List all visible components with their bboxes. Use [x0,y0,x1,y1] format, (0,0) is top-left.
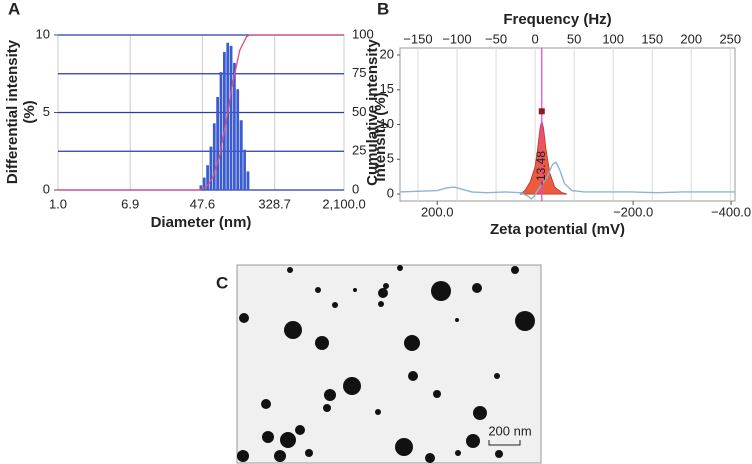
y-tick-label: 5 [43,104,50,119]
cumulative-line [58,34,344,191]
y2-tick-label: 0 [352,181,359,196]
y-axis-label: Intensity (%) [372,92,389,181]
y-tick-label: 5 [387,151,394,166]
x-tick-label: 328.7 [258,196,291,211]
y2-tick-label: 75 [352,65,366,80]
x-tick-label: 6.9 [121,196,139,211]
y-tick-label: 15 [380,81,394,96]
x-tick-label: 2,100.0 [322,196,365,211]
panel-label: B [377,0,389,18]
bar [243,149,246,190]
panel-label: A [8,0,20,18]
peak-area [519,120,568,195]
y2-tick-label: 100 [352,26,374,41]
x-axis-label: Diameter (nm) [151,214,252,231]
bar [239,120,243,190]
y2-axis-label: Cumulative intensity [364,38,381,185]
bar [246,171,250,190]
bar [199,185,203,190]
bar [219,72,223,190]
y-tick-label: 10 [380,116,394,131]
y-tick-label: 20 [380,46,394,61]
bar [222,52,226,190]
bar [212,123,216,190]
bar [202,177,206,190]
plot-frame [399,47,736,202]
x-axis-label: Zeta potential (mV) [490,221,625,238]
panel-label: C [216,273,228,292]
tem-image [236,264,542,464]
x2-tick-label: −100 [442,31,471,46]
x2-tick-label: 100 [602,31,624,46]
x2-tick-label: 150 [641,31,663,46]
y2-tick-label: 25 [352,143,366,158]
x2-tick-label: 200 [680,31,702,46]
x-tick-label: −400.0 [711,204,751,219]
bar [233,62,236,190]
bar [209,146,213,190]
x-tick-label: 200.0 [421,204,454,219]
x-tick-label: −200.0 [613,204,653,219]
y-axis-label: Differential intensity (%) [4,39,38,185]
y2-tick-label: 50 [352,104,366,119]
bar [226,42,230,190]
bar [236,89,240,190]
y-tick-label: 0 [387,185,394,200]
y-tick-label: 0 [43,181,50,196]
x2-tick-label: −150 [403,31,432,46]
x2-tick-label: 250 [719,31,741,46]
x2-tick-label: 50 [567,31,581,46]
scale-bar-label: 200 nm [488,423,531,438]
x2-tick-label: −50 [485,31,507,46]
mean-label: -13.48 [534,151,548,185]
x2-tick-label: 0 [531,31,538,46]
bar [206,165,209,190]
x-tick-label: 1.0 [49,196,67,211]
bar [216,97,220,190]
x-tick-label: 47.6 [190,196,215,211]
mean-marker [538,108,545,115]
bar [229,45,233,190]
x2-axis-label: Frequency (Hz) [503,11,611,28]
y-tick-label: 10 [36,26,50,41]
intensity-line [399,160,735,200]
